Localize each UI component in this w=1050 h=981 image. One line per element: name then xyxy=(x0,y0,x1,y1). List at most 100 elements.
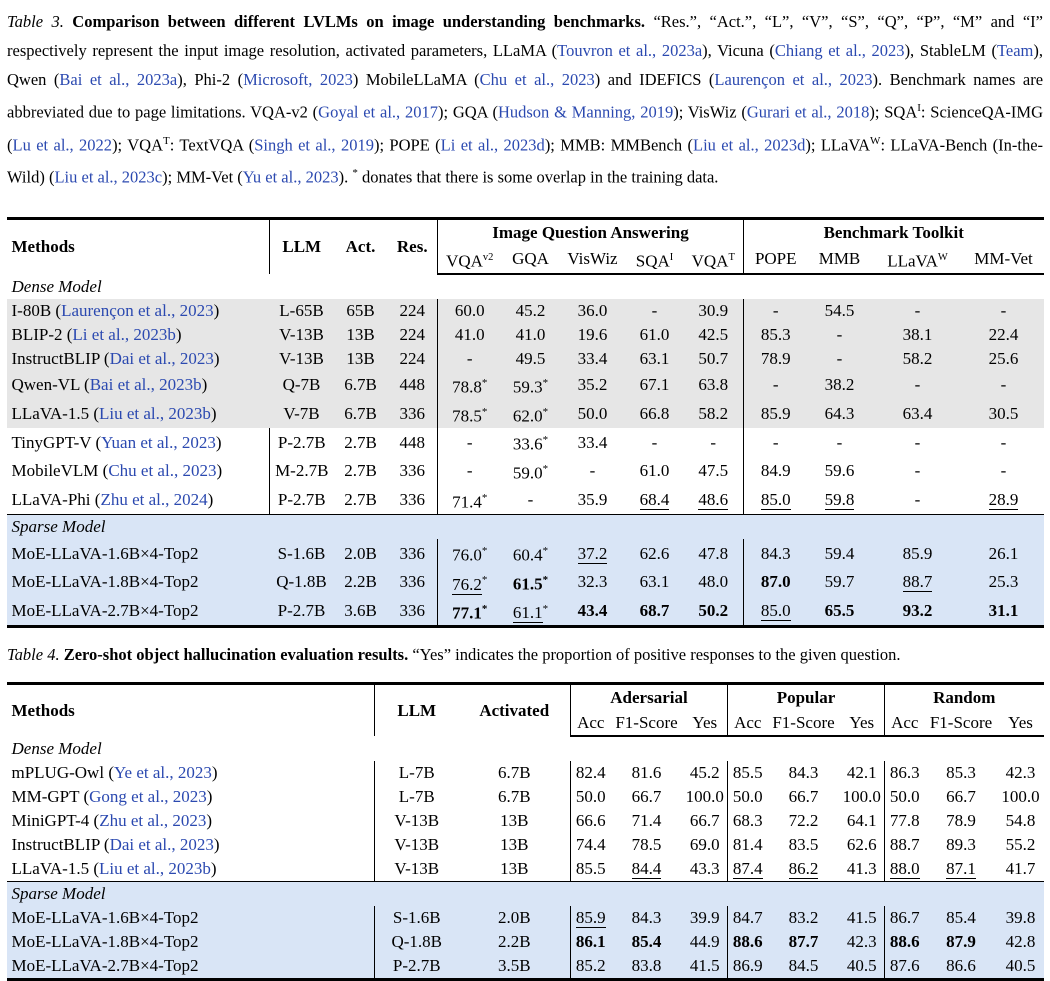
table-cell: V-13B xyxy=(374,809,459,834)
table-cell: 78.8* xyxy=(437,371,502,400)
citation-link[interactable]: Liu et al., 2023b xyxy=(99,404,211,424)
table-cell: 50.2 xyxy=(683,596,744,627)
citation-link[interactable]: Lu et al., 2022 xyxy=(12,135,113,154)
citation-link[interactable]: Yuan et al., 2023 xyxy=(101,432,216,452)
table-cell: 42.3 xyxy=(839,930,885,955)
section-label-row: Sparse Model xyxy=(6,881,1044,907)
citation-link[interactable]: Dai et al., 2023 xyxy=(109,835,214,855)
citation-link[interactable]: Bai et al., 2023a xyxy=(59,70,178,89)
table3-header: Methods LLM Act. Res. Image Question Answeri… xyxy=(7,218,1044,276)
table-cell: - xyxy=(437,347,502,372)
citation-link[interactable]: Yu et al., 2023 xyxy=(242,167,339,187)
table-cell: 69.0 xyxy=(689,835,720,855)
citation-link[interactable]: Singh et al., 2019 xyxy=(254,135,374,154)
table-cell: 37.2 xyxy=(559,539,626,569)
table-cell: 2.7B xyxy=(344,432,377,452)
table-cell: 84.7 xyxy=(727,906,768,931)
citation-link[interactable]: Liu et al., 2023b xyxy=(99,859,211,879)
table-cell: 45.2 xyxy=(501,299,560,324)
citation-link[interactable]: Microsoft, 2023 xyxy=(243,70,353,89)
caption-text: ). Benchmark names are abbreviated due t… xyxy=(7,70,1044,122)
table-cell: 87.4 xyxy=(727,857,768,882)
model-name: MM-GPT xyxy=(11,787,80,807)
table-cell: 40.5 xyxy=(997,954,1044,980)
citation-link[interactable]: Li et al., 2023b xyxy=(72,325,176,345)
table-cell: 49.5 xyxy=(501,347,560,372)
table-cell: 66.7 xyxy=(689,811,720,831)
citation-link[interactable]: Li et al., 2023d xyxy=(440,135,545,154)
table-cell: - xyxy=(914,490,921,510)
table-cell: 87.7 xyxy=(767,930,840,955)
citation-link[interactable]: Dai et al., 2023 xyxy=(109,349,214,369)
citation-link[interactable]: Liu et al., 2023c xyxy=(54,167,163,187)
citation-link[interactable]: Liu et al., 2023d xyxy=(692,135,806,154)
table-cell: 85.9 xyxy=(743,399,808,429)
citation-link[interactable]: Goyal et al., 2017 xyxy=(318,102,438,122)
caption-text: ) MobileLLaMA ( xyxy=(352,70,480,89)
table-cell: 83.2 xyxy=(767,906,840,931)
table-cell: 76.2* xyxy=(437,568,502,597)
table-cell: 63.8 xyxy=(683,371,744,400)
citation-link[interactable]: Team xyxy=(996,41,1034,60)
citation-link[interactable]: Chiang et al., 2023 xyxy=(774,41,905,60)
citation-link[interactable]: Laurençon et al., 2023 xyxy=(714,70,873,89)
table-cell: 58.2 xyxy=(683,399,744,429)
citation-link[interactable]: Touvron et al., 2023a xyxy=(557,41,703,60)
method-cell: MoE-LLaVA-1.6B×4-Top2 xyxy=(6,539,270,569)
column-header: LLM xyxy=(374,683,459,737)
table-cell: 78.9 xyxy=(743,347,808,372)
model-name: MoE-LLaVA-1.6B×4-Top2 xyxy=(11,543,199,563)
column-header: F1-Score xyxy=(610,710,683,738)
caption-text: Comparison between different LVLMs on im… xyxy=(72,12,654,31)
table-cell: 54.5 xyxy=(807,299,872,324)
table-cell: 2.0B xyxy=(458,906,571,931)
table-cell: 65B xyxy=(333,299,388,324)
table-cell: 64.1 xyxy=(846,811,877,831)
column-header: Methods xyxy=(11,701,75,721)
caption-text: ), Phi-2 ( xyxy=(177,70,244,89)
table-cell: 224 xyxy=(387,299,438,324)
table-cell: P-2.7B xyxy=(269,428,334,458)
table-cell: 76.0* xyxy=(437,539,502,569)
citation-link[interactable]: Chu et al., 2023 xyxy=(108,461,217,481)
table-cell: - xyxy=(871,371,964,400)
method-cell: MoE-LLaVA-2.7B×4-Top2 xyxy=(6,596,270,627)
citation-link[interactable]: Chu et al., 2023 xyxy=(479,70,595,89)
subheader-row: VQAv2 GQA VisWiz SQAI VQAT POPE MMB LLaVAW MM-Ve… xyxy=(7,244,1044,276)
model-name: I-80B xyxy=(11,301,52,321)
citation-link[interactable]: Ye et al., 2023 xyxy=(113,763,212,783)
citation-link[interactable]: Zhu et al., 2024 xyxy=(100,490,208,510)
table-cell: 87.6 xyxy=(884,954,925,980)
table-cell: 32.3 xyxy=(559,568,626,597)
table-cell: 84.3 xyxy=(743,539,808,569)
table-cell: 65.5 xyxy=(807,596,872,627)
column-group-header: Benchmark Toolkit xyxy=(743,218,1044,245)
table-cell: - xyxy=(437,428,502,458)
citation-link[interactable]: Gong et al., 2023 xyxy=(89,787,207,807)
citation-link[interactable]: Zhu et al., 2023 xyxy=(99,811,207,831)
column-header: Yes xyxy=(839,710,885,738)
table-cell: 25.3 xyxy=(963,568,1044,597)
table-cell: 6.7B xyxy=(333,371,388,400)
section-label-row: Sparse Model xyxy=(6,514,1044,540)
method-cell: LLaVA-1.5 (Liu et al., 2023b) xyxy=(6,399,270,429)
table-cell: - xyxy=(963,371,1044,400)
model-name: InstructBLIP xyxy=(11,835,100,855)
citation-link[interactable]: Laurençon et al., 2023 xyxy=(61,301,214,321)
table3-body: Dense Model I-80B (Laurençon et al., 2023… xyxy=(6,274,1044,627)
citation-link[interactable]: Bai et al., 2023b xyxy=(89,375,202,395)
table-cell: 50.0 xyxy=(559,399,626,429)
table-cell: 36.0 xyxy=(559,299,626,324)
caption-text: : LLaVA-Bench (In-the-Wild) ( xyxy=(7,135,1044,187)
citation-link[interactable]: Hudson & Manning, 2019 xyxy=(497,102,674,122)
table-cell: 71.4 xyxy=(631,811,662,831)
table-cell: 6.7B xyxy=(333,399,388,429)
table-cell: 336 xyxy=(387,568,438,597)
table-cell: - xyxy=(589,461,596,481)
table-cell: 85.5 xyxy=(727,761,768,786)
caption-text: Table 4. xyxy=(7,645,64,665)
table-cell: 77.8 xyxy=(884,809,925,834)
table-cell: - xyxy=(871,299,964,324)
citation-link[interactable]: Gurari et al., 2018 xyxy=(746,102,870,122)
column-header: Acc xyxy=(884,710,925,738)
